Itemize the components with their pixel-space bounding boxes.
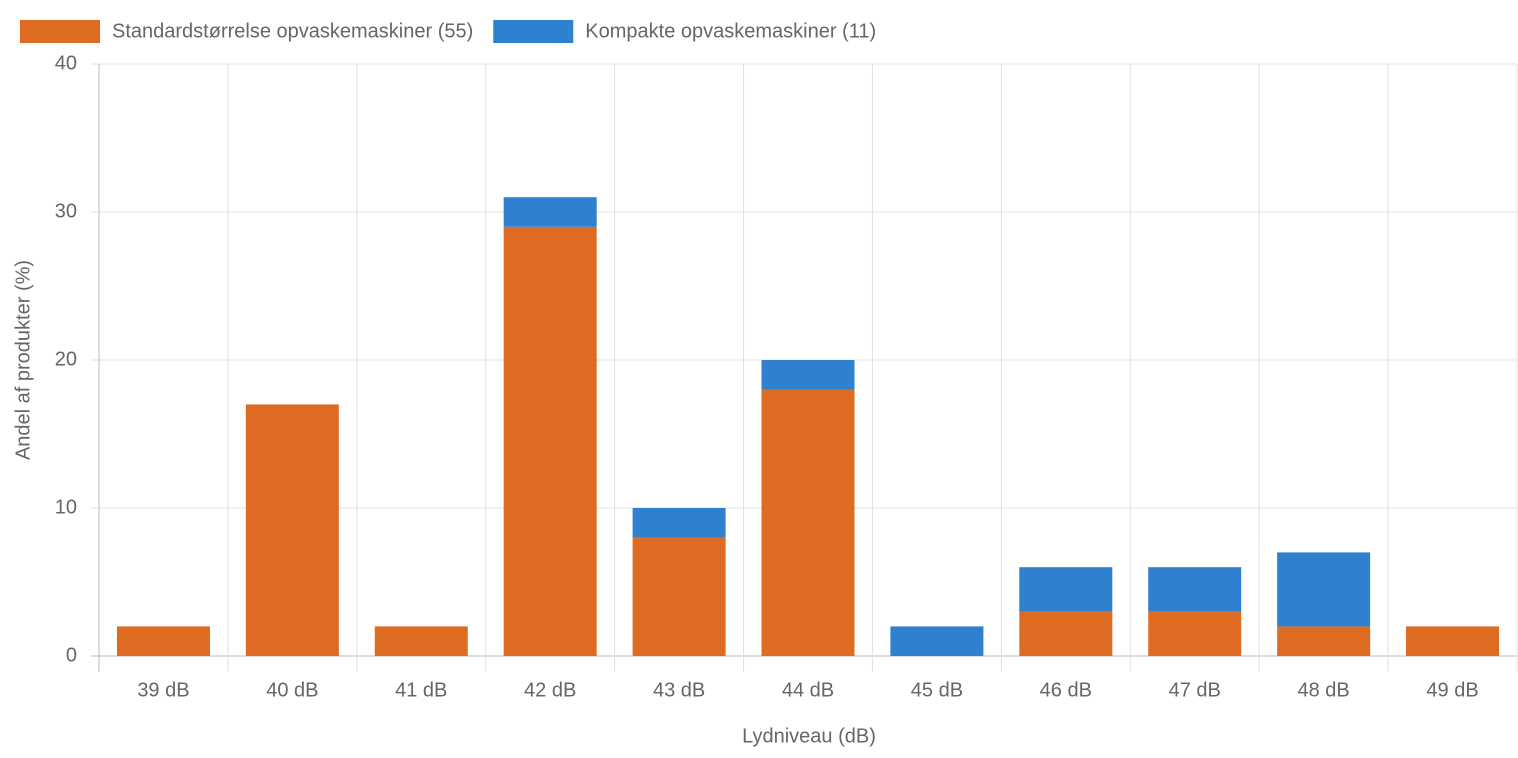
x-tick-label: 44 dB — [782, 679, 834, 701]
bar-segment — [1148, 611, 1242, 656]
bar-segment — [890, 626, 984, 656]
bar-segment — [1019, 567, 1113, 612]
x-tick-label: 43 dB — [653, 679, 705, 701]
x-tick-label: 45 dB — [911, 679, 963, 701]
bar-segment — [503, 197, 597, 227]
bar-segment — [1148, 567, 1242, 612]
bar-segment — [761, 389, 855, 656]
legend-swatch — [493, 20, 574, 43]
x-tick-label: 47 dB — [1169, 679, 1221, 701]
x-tick-label: 42 dB — [524, 679, 576, 701]
bar-segment — [761, 360, 855, 390]
bar-segment — [632, 537, 726, 656]
x-tick-label: 39 dB — [137, 679, 189, 701]
legend-swatch — [20, 20, 100, 43]
bar-segment — [1019, 611, 1113, 656]
bar-segment — [503, 226, 597, 657]
bar-segment — [1406, 626, 1500, 656]
y-tick-label: 20 — [55, 348, 77, 370]
x-tick-label: 40 dB — [266, 679, 318, 701]
y-tick-label: 0 — [66, 644, 77, 666]
x-tick-label: 41 dB — [395, 679, 447, 701]
y-axis-label: Andel af produkter (%) — [12, 260, 34, 460]
bar-segment — [245, 404, 339, 656]
y-tick-label: 10 — [55, 496, 77, 518]
bar-segment — [374, 626, 468, 656]
y-tick-label: 40 — [55, 52, 77, 74]
x-tick-label: 49 dB — [1426, 679, 1478, 701]
bar-segment — [1277, 626, 1371, 656]
bar-segment — [116, 626, 210, 656]
legend-label: Kompakte opvaskemaskiner (11) — [585, 20, 876, 42]
x-tick-label: 48 dB — [1298, 679, 1350, 701]
x-tick-label: 46 dB — [1040, 679, 1092, 701]
x-axis-label: Lydniveau (dB) — [742, 725, 876, 747]
y-tick-label: 30 — [55, 200, 77, 222]
bar-segment — [632, 508, 726, 538]
bar-segment — [1277, 552, 1371, 627]
legend-label: Standardstørrelse opvaskemaskiner (55) — [112, 20, 473, 42]
